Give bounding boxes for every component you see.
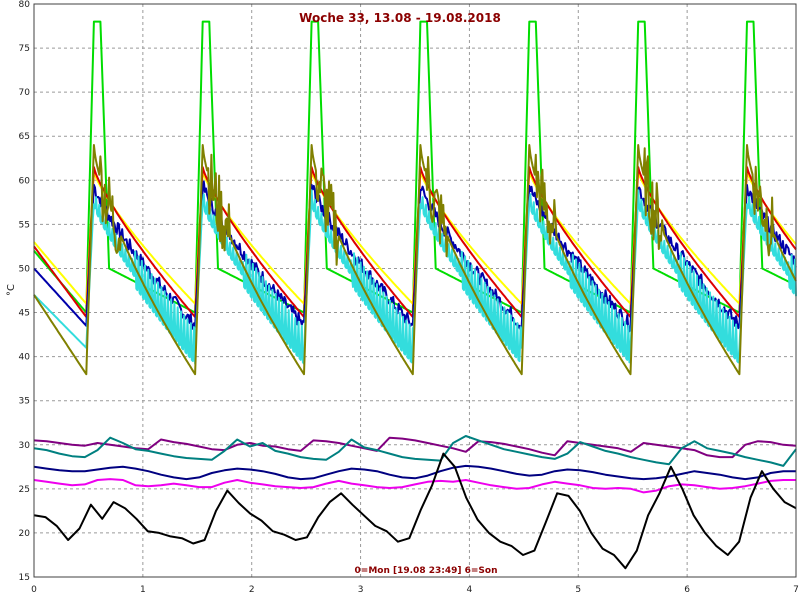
series-line-7 [33,436,797,459]
series-line-8 [33,435,797,467]
x-tick-label: 7 [793,585,799,595]
series-group [33,20,797,570]
series-line-10 [33,478,796,494]
x-tick-label: 5 [575,585,581,595]
y-tick-label: 50 [19,264,31,274]
x-tick-label: 2 [249,585,255,595]
y-axis-label: °C [6,284,17,296]
y-tick-label: 40 [19,353,31,363]
x-tick-label: 1 [140,585,146,595]
y-tick-label: 25 [19,485,30,495]
y-tick-label: 55 [19,220,30,230]
x-tick-label: 3 [358,585,364,595]
y-tick-label: 75 [19,44,30,54]
series-line-11 [33,452,797,570]
y-tick-label: 80 [19,0,31,10]
y-tick-label: 45 [19,309,30,319]
x-tick-label: 4 [467,585,473,595]
y-tick-label: 70 [19,88,31,98]
series-line-6 [33,144,797,376]
chart-title: Woche 33, 13.08 - 19.08.2018 [299,11,501,25]
series-line-9 [33,464,796,481]
y-tick-label: 35 [19,397,30,407]
y-tick-label: 65 [19,132,30,142]
x-axis-label: 0=Mon [19.08 23:49] 6=Son [355,566,498,576]
plot-border [33,3,797,578]
x-tick-label: 6 [684,585,690,595]
y-tick-label: 60 [19,176,31,186]
y-tick-label: 30 [19,441,31,451]
y-tick-label: 15 [19,573,30,583]
x-tick-label: 0 [31,585,37,595]
y-tick-label: 20 [19,529,31,539]
